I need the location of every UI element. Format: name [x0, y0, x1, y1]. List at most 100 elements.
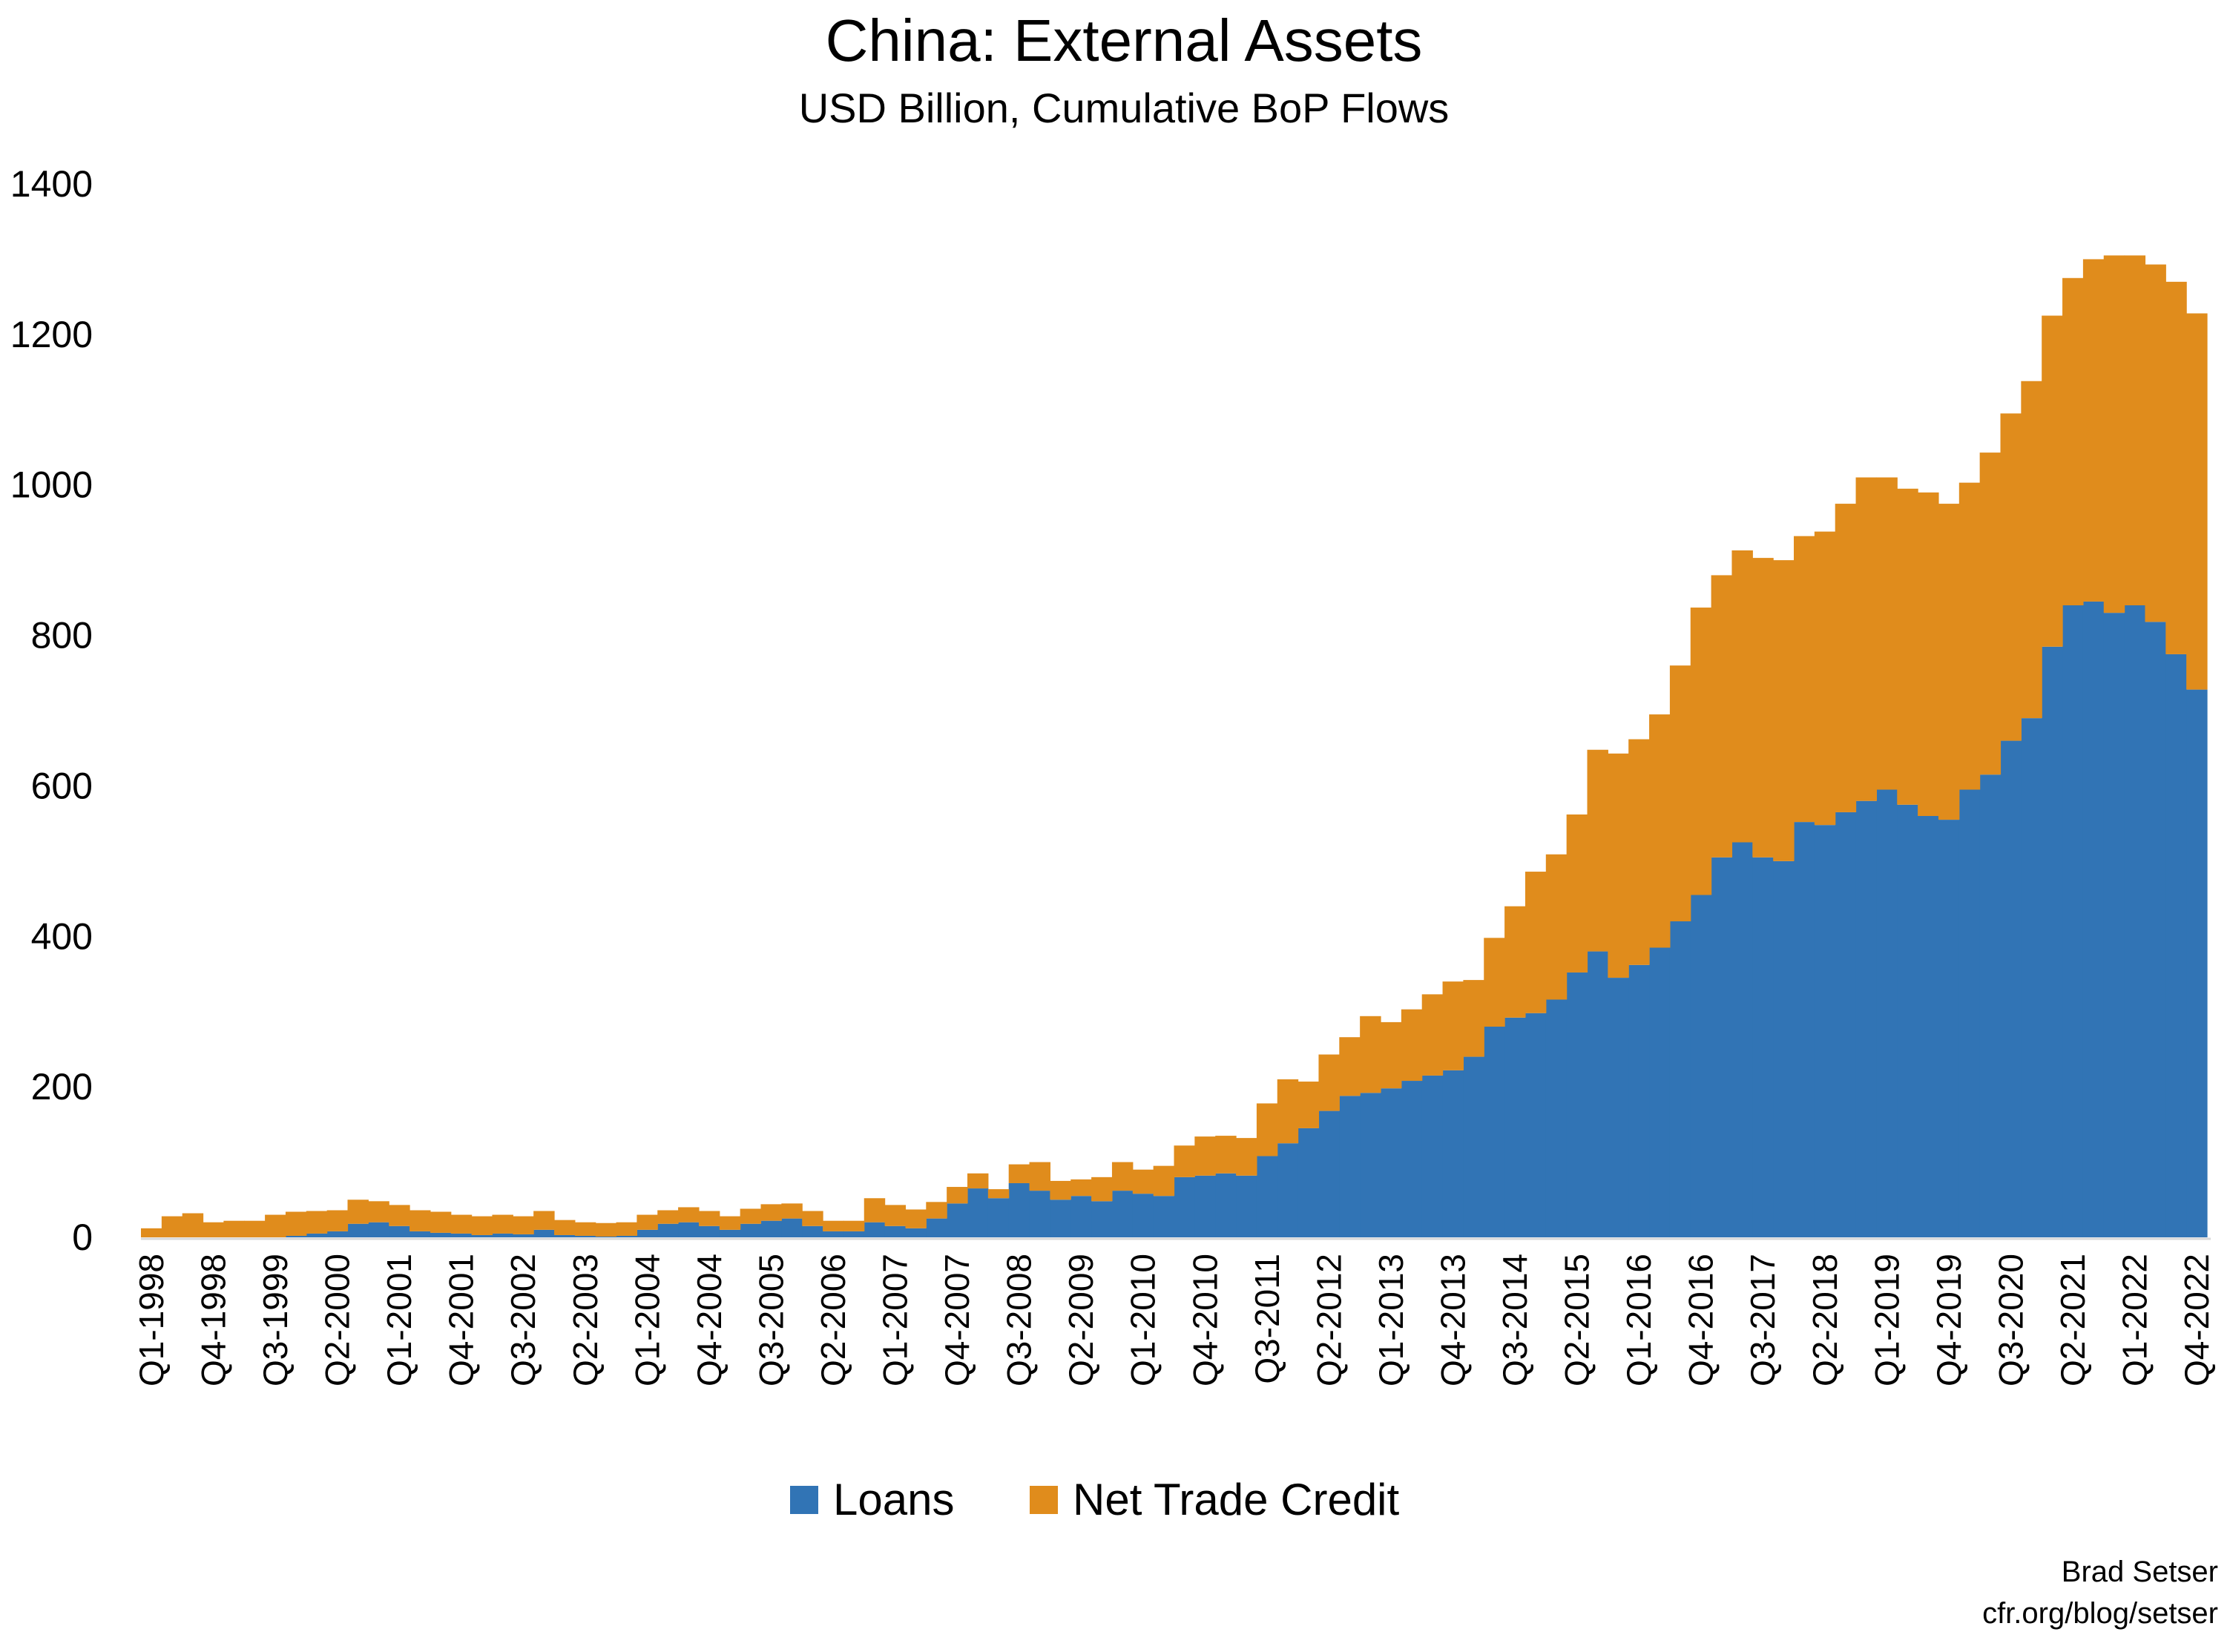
bar-Q1-1998 — [141, 1228, 162, 1237]
bar-Q3-2021 — [2082, 259, 2105, 602]
x-tick-label: Q1-2004 — [628, 1254, 666, 1386]
bar-Q1-1999 — [223, 1220, 245, 1237]
y-tick-label: 800 — [31, 615, 93, 656]
y-tick-label: 600 — [31, 765, 93, 806]
bar-Q2-2008 — [987, 1198, 1010, 1237]
bar-Q4-2014 — [1525, 1013, 1547, 1237]
bar-Q3-1998 — [182, 1213, 204, 1237]
bar-Q3-2001 — [430, 1211, 452, 1233]
bar-Q2-2011 — [1236, 1138, 1257, 1176]
bar-Q2-2020 — [1979, 453, 2002, 775]
bar-Q4-2018 — [1855, 800, 1877, 1237]
bar-Q4-2018 — [1855, 477, 1877, 801]
y-tick-label: 0 — [72, 1217, 93, 1258]
bar-Q4-2012 — [1360, 1093, 1381, 1237]
legend-swatch-net-trade-credit — [1030, 1486, 1058, 1514]
bar-Q1-2001 — [389, 1205, 410, 1226]
x-tick-label: Q1-2019 — [1867, 1254, 1906, 1386]
bar-Q4-2010 — [1194, 1136, 1216, 1176]
x-tick-label: Q4-2010 — [1185, 1254, 1224, 1386]
bar-Q4-2016 — [1690, 895, 1712, 1237]
bar-Q4-2005 — [781, 1218, 803, 1237]
bar-Q4-2014 — [1525, 872, 1547, 1013]
bar-Q3-2008 — [1008, 1182, 1030, 1237]
y-tick-label: 200 — [31, 1066, 93, 1108]
bar-Q1-2008 — [967, 1188, 989, 1237]
bar-Q4-1999 — [285, 1235, 307, 1237]
x-tick-label: Q3-2020 — [1991, 1254, 2030, 1386]
bar-Q1-2011 — [1215, 1173, 1237, 1237]
bar-Q1-2012 — [1297, 1128, 1320, 1237]
bar-Q3-2018 — [1835, 504, 1857, 812]
bar-Q1-2004 — [637, 1229, 658, 1237]
bar-Q1-2001 — [389, 1225, 410, 1237]
bar-Q2-2015 — [1566, 814, 1588, 973]
bar-Q3-2020 — [2000, 413, 2022, 741]
x-tick-label: Q4-2016 — [1682, 1254, 1720, 1386]
x-tick-label: Q3-2002 — [504, 1254, 542, 1386]
bar-Q4-2002 — [533, 1211, 555, 1230]
x-tick-label: Q4-1998 — [194, 1254, 232, 1386]
bar-Q3-2010 — [1174, 1177, 1195, 1237]
bar-Q1-2016 — [1628, 739, 1650, 965]
bar-Q3-2002 — [513, 1234, 534, 1237]
bar-Q4-2011 — [1277, 1079, 1299, 1144]
bar-Q2-2009 — [1070, 1179, 1092, 1197]
bar-Q3-2000 — [347, 1223, 369, 1237]
bar-Q2-2017 — [1731, 550, 1753, 843]
x-tick-label: Q2-2000 — [318, 1254, 357, 1386]
bar-Q1-2018 — [1794, 822, 1815, 1237]
series-loans — [285, 601, 2208, 1237]
bar-Q1-2016 — [1628, 964, 1650, 1237]
bar-Q2-2006 — [823, 1231, 844, 1237]
bar-Q4-2006 — [864, 1222, 886, 1237]
legend: Loans Net Trade Credit — [790, 1475, 1400, 1524]
bar-Q1-2007 — [884, 1225, 907, 1237]
bar-Q1-2008 — [967, 1173, 989, 1189]
bar-Q1-2006 — [802, 1211, 823, 1226]
x-tick-label: Q3-2014 — [1496, 1254, 1534, 1386]
bar-Q3-2021 — [2082, 601, 2105, 1237]
bar-Q4-2011 — [1277, 1143, 1299, 1237]
x-tick-label: Q2-2006 — [814, 1254, 852, 1386]
bar-Q4-2000 — [368, 1222, 389, 1237]
bar-Q1-2003 — [554, 1234, 576, 1237]
bar-Q1-2006 — [802, 1225, 823, 1237]
bar-Q1-2005 — [719, 1216, 741, 1230]
bar-Q2-2018 — [1814, 825, 1836, 1237]
bar-Q2-2017 — [1731, 842, 1753, 1237]
y-tick-label: 1200 — [10, 314, 93, 355]
y-tick-label: 1400 — [10, 163, 93, 205]
bar-Q1-2012 — [1297, 1082, 1320, 1128]
bar-Q1-2014 — [1463, 980, 1484, 1057]
bar-Q4-2020 — [2021, 718, 2042, 1237]
y-tick-label: 1000 — [10, 464, 93, 506]
x-tick-label: Q1-2007 — [876, 1254, 915, 1386]
series-net-trade-credit — [141, 255, 2208, 1237]
x-tick-label: Q4-2013 — [1433, 1254, 1472, 1386]
bar-Q1-2004 — [637, 1214, 658, 1230]
bar-Q2-2012 — [1318, 1054, 1340, 1111]
bar-Q4-2001 — [450, 1214, 473, 1234]
bar-Q1-2010 — [1132, 1169, 1154, 1194]
bar-Q1-2022 — [2124, 255, 2146, 605]
bar-Q3-2016 — [1669, 665, 1691, 921]
bar-Q4-2022 — [2186, 313, 2208, 690]
bar-Q2-2020 — [1979, 774, 2002, 1237]
bar-Q3-2013 — [1421, 994, 1444, 1076]
bar-Q1-2020 — [1958, 789, 1981, 1237]
bar-Q3-2002 — [513, 1216, 534, 1234]
x-tick-label: Q4-2007 — [938, 1254, 976, 1386]
bar-Q2-2013 — [1401, 1009, 1423, 1082]
bar-Q4-2017 — [1773, 860, 1795, 1237]
credit-site: cfr.org/blog/setser — [1982, 1597, 2218, 1630]
bar-Q3-2018 — [1835, 812, 1857, 1237]
bar-Q3-2010 — [1174, 1145, 1195, 1177]
bar-Q4-2016 — [1690, 608, 1712, 895]
bar-Q1-2015 — [1545, 999, 1568, 1237]
bar-Q4-2008 — [1029, 1191, 1050, 1237]
bar-Q1-2019 — [1876, 789, 1898, 1237]
x-tick-label: Q4-2019 — [1930, 1254, 1968, 1386]
bar-Q3-2015 — [1587, 951, 1608, 1237]
bar-Q1-2022 — [2124, 605, 2146, 1237]
